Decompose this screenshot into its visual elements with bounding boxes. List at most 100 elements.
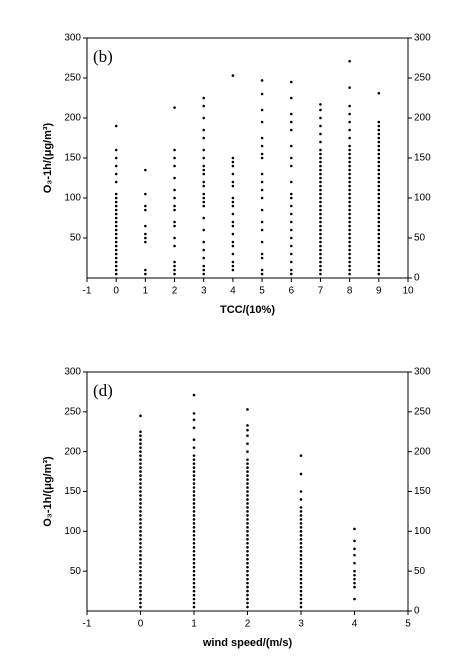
point [348,252,351,256]
point [246,474,249,477]
y-tick-label: 200 [64,113,81,124]
point [192,486,196,489]
point [202,128,206,132]
point [299,573,303,577]
point [139,526,142,529]
point [289,192,293,196]
y2-tick-label: 0 [414,606,420,617]
point [139,506,142,509]
point [139,474,142,477]
point [139,466,142,469]
point [114,256,118,260]
y-axis-label: O₃-1h/(μg/m³) [42,456,54,527]
point [348,120,351,124]
point [299,597,303,601]
point [231,268,235,272]
point [319,208,322,212]
point [139,534,142,537]
point [246,581,249,585]
point [289,252,293,256]
point [202,272,206,276]
point [348,188,351,192]
point [319,248,322,252]
point [202,104,206,108]
point [260,268,264,272]
point [246,541,249,545]
point [139,414,142,418]
point [192,526,196,529]
point [246,502,249,505]
point [192,605,196,609]
x-tick-label: 3 [298,619,304,630]
point [377,260,381,264]
point [192,446,196,449]
point [139,593,142,597]
point [319,124,322,128]
x-tick-label: -1 [83,619,92,630]
point [192,438,196,442]
point [299,522,303,525]
y2-tick-label: 150 [414,153,431,164]
point [139,601,142,605]
y-tick-label: 150 [64,486,81,497]
point [192,530,196,533]
point [348,260,351,264]
point [192,593,196,597]
y-tick-label: 50 [70,233,82,244]
y-tick-label: 200 [64,446,81,457]
point [192,494,196,497]
point [202,168,206,172]
point [173,244,176,248]
point [139,478,142,481]
point [377,160,381,164]
point [299,593,303,597]
point [173,204,176,208]
point [192,514,196,517]
point [246,538,249,541]
point [173,272,176,276]
point [319,156,322,160]
point [202,264,206,268]
y2-tick-label: 100 [414,193,431,204]
point [246,482,249,485]
point [289,244,293,248]
point [377,128,381,132]
point [246,408,249,411]
point [260,108,264,112]
point [377,132,381,136]
y-tick-label: 100 [64,526,81,537]
point [192,597,196,601]
point [289,260,293,264]
point [192,426,196,430]
point [173,164,176,168]
point [377,184,381,188]
point [114,172,118,176]
y-tick-label: 300 [64,367,81,378]
point [299,557,303,561]
point [231,252,235,256]
point [319,176,322,180]
point [139,434,142,438]
point [246,589,249,593]
point [319,236,322,240]
point [353,553,356,557]
point [202,156,206,160]
point [377,224,381,228]
point [348,256,351,260]
point [348,192,351,196]
point [377,248,381,252]
point [353,581,356,585]
point [289,220,293,224]
y2-tick-label: 50 [414,233,426,244]
x-tick-label: 0 [138,619,144,630]
x-tick-label: 1 [143,286,149,297]
point [299,514,303,517]
point [377,240,381,244]
point [377,208,381,212]
point [246,428,249,432]
point [348,200,351,204]
point [192,502,196,505]
y2-tick-label: 300 [414,367,431,378]
point [231,180,235,184]
point [192,569,196,573]
